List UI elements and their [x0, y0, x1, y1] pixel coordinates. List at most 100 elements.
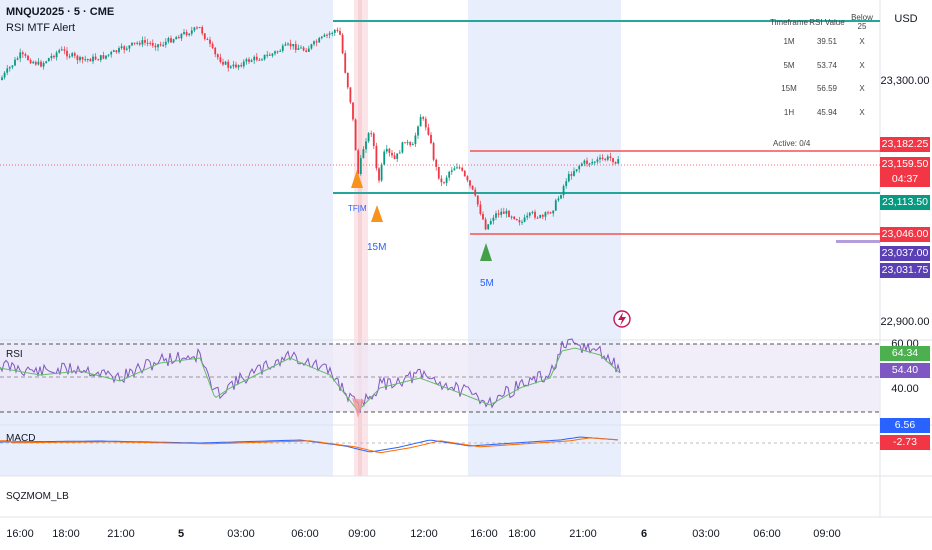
table-header-timeframe: Timeframe	[770, 17, 808, 27]
candle-body	[372, 133, 375, 146]
candle-body	[146, 42, 149, 44]
candle-body	[580, 163, 583, 166]
time-axis-label: 21:00	[107, 528, 135, 540]
rsi-ma-tag: 64.34	[880, 346, 930, 361]
signal-label-overlap: TF|M	[348, 204, 367, 213]
candle-body	[411, 144, 414, 146]
signal-triangle-5m[interactable]	[480, 243, 492, 261]
signal-triangle-15m[interactable]	[371, 205, 383, 222]
candle-body	[378, 168, 380, 181]
time-axis-label: 18:00	[52, 528, 80, 540]
candle-body	[227, 61, 230, 68]
candle-body	[68, 56, 71, 58]
candle-body	[479, 204, 482, 214]
candle-body	[29, 60, 32, 64]
candle-body	[107, 54, 110, 56]
candle-body	[435, 159, 438, 167]
candle-body	[612, 158, 614, 163]
candle-body	[203, 33, 206, 40]
candle-body	[380, 164, 383, 181]
time-axis-label: 18:00	[508, 528, 536, 540]
candle-body	[47, 58, 50, 62]
candle-body	[300, 47, 302, 49]
candle-body	[266, 54, 269, 56]
candle-body	[185, 31, 188, 36]
candle-body	[240, 65, 243, 67]
candle-body	[136, 42, 139, 44]
candle-body	[79, 57, 81, 61]
candle-body	[528, 212, 531, 216]
candle-body	[11, 65, 14, 68]
candle-body	[232, 64, 235, 67]
symbol-title[interactable]: MNQU2025 · 5 · CME	[6, 6, 115, 18]
candle-body	[1, 77, 3, 80]
candle-body	[388, 148, 391, 153]
candle-body	[552, 210, 555, 214]
candle-body	[94, 56, 97, 60]
candle-body	[34, 61, 37, 65]
candle-body	[398, 152, 401, 154]
candle-body	[281, 45, 284, 51]
candle-body	[422, 117, 425, 119]
time-axis-label: 03:00	[692, 528, 720, 540]
rsi-axis-label: 40.00	[891, 383, 919, 395]
signal-triangle-1m[interactable]	[351, 170, 363, 188]
candle-body	[333, 29, 336, 33]
indicator-title[interactable]: RSI MTF Alert	[6, 22, 76, 34]
currency-button[interactable]: USD	[894, 13, 918, 25]
candle-body	[549, 212, 552, 214]
candle-body	[149, 42, 152, 44]
price-tag-purple-1: 23,037.00	[880, 246, 930, 261]
candle-body	[167, 38, 170, 42]
candle-body	[253, 56, 256, 61]
price-tag-low: 23,046.00	[880, 227, 930, 242]
candle-body	[235, 64, 237, 68]
candle-body	[588, 163, 591, 165]
candle-body	[521, 221, 523, 223]
candle-body	[565, 181, 568, 187]
macd-pane-label[interactable]: MACD	[6, 433, 36, 444]
table-row: 1M 39.51 X	[770, 30, 878, 54]
candle-body	[458, 167, 461, 169]
candle-body	[305, 50, 308, 52]
rsi-pane-label[interactable]: RSI	[6, 349, 23, 360]
candle-body	[141, 40, 144, 45]
candle-body	[206, 39, 209, 41]
candle-body	[19, 52, 22, 59]
table-cell-value: 53.74	[816, 60, 838, 70]
table-cell-tf: 15M	[781, 84, 797, 94]
candle-body	[159, 44, 162, 46]
candle-body	[362, 149, 365, 159]
candle-body	[60, 49, 63, 51]
candle-body	[188, 33, 191, 36]
candle-body	[255, 56, 258, 60]
candle-body	[484, 219, 487, 230]
candle-body	[536, 217, 539, 219]
candle-body	[349, 87, 352, 103]
candle-body	[250, 60, 253, 62]
candle-body	[466, 176, 469, 181]
table-row: 15M 56.59 X	[770, 77, 878, 101]
candle-body	[391, 152, 393, 156]
candle-body	[502, 211, 505, 214]
candle-body	[554, 200, 557, 211]
candle-body	[71, 53, 74, 57]
candle-body	[617, 159, 620, 164]
candle-body	[190, 30, 193, 34]
candle-body	[102, 55, 105, 59]
candle-body	[614, 162, 617, 164]
candle-body	[53, 55, 55, 58]
table-cell-value: 56.59	[816, 84, 838, 94]
candle-body	[66, 50, 68, 57]
candle-body	[16, 58, 19, 60]
table-header-row: Timeframe RSI Value Below 25	[770, 13, 878, 31]
candle-body	[198, 27, 201, 29]
candle-body	[432, 143, 435, 160]
candle-body	[157, 44, 159, 48]
candle-body	[508, 210, 510, 218]
candle-body	[237, 65, 240, 68]
sqzmom-pane-label[interactable]: SQZMOM_LB	[6, 491, 69, 502]
candle-body	[37, 61, 40, 65]
candle-body	[474, 189, 477, 196]
